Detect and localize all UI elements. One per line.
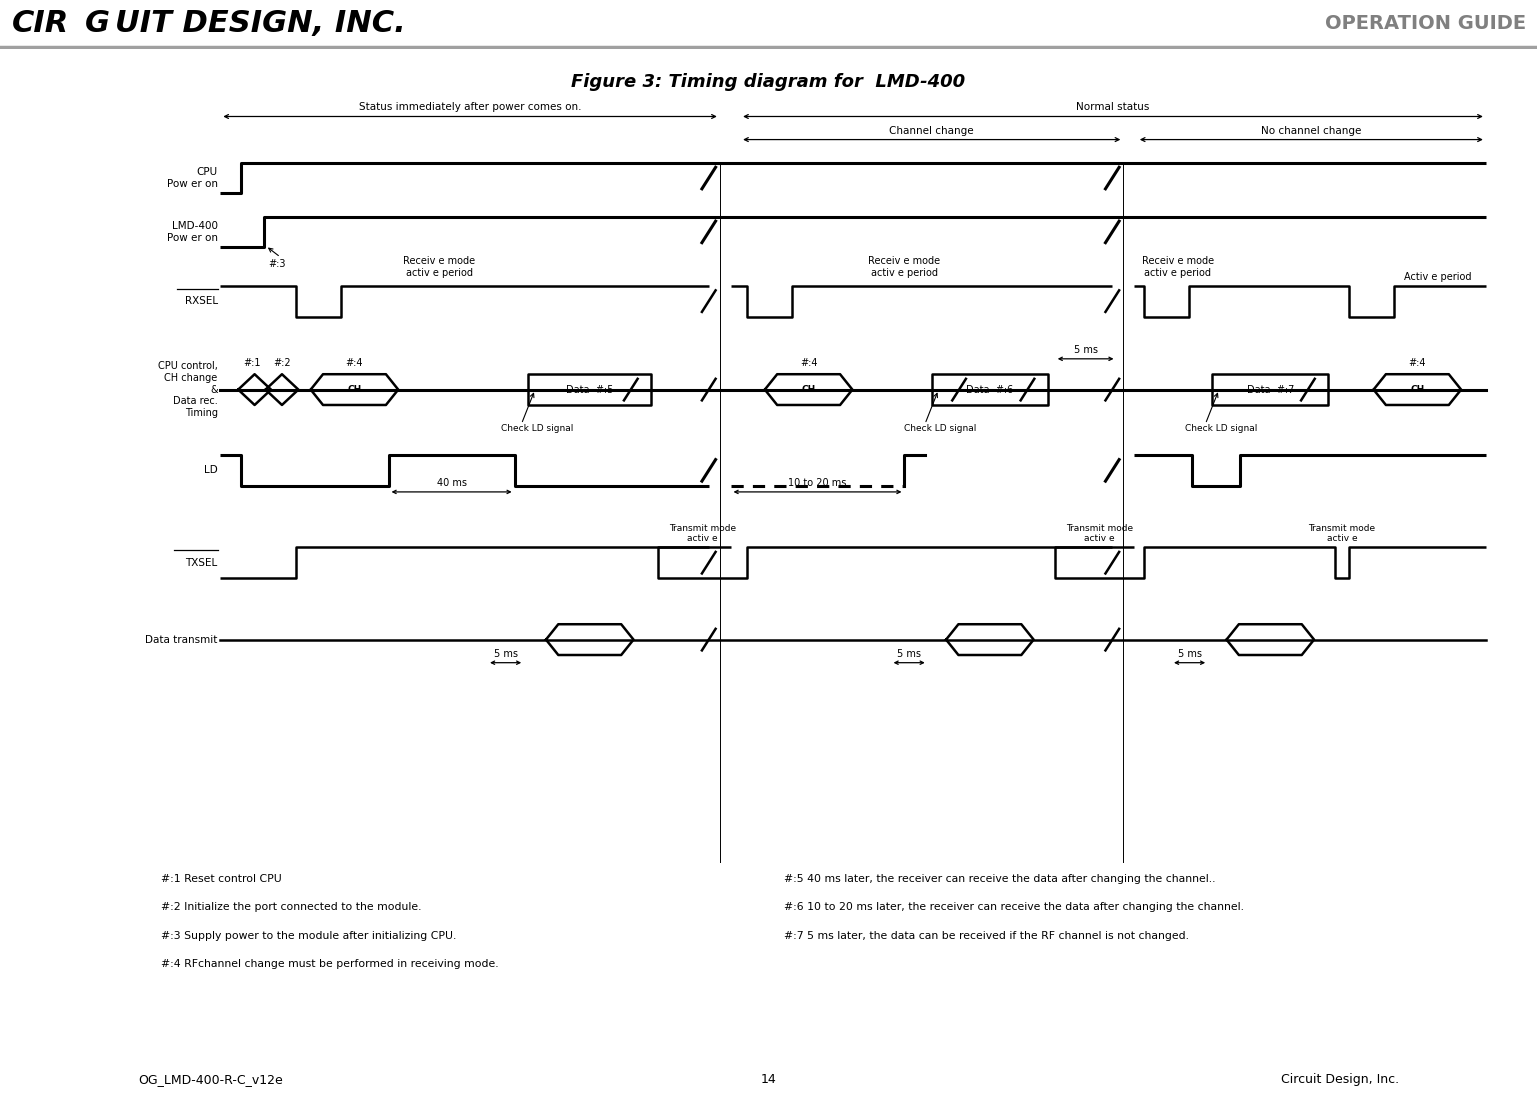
Text: Receiv e mode
activ e period: Receiv e mode activ e period [403,256,475,278]
Text: 5 ms: 5 ms [898,648,921,658]
Text: CPU
Pow er on: CPU Pow er on [166,167,218,189]
Text: #:4 RFchannel change must be performed in receiving mode.: #:4 RFchannel change must be performed i… [161,959,500,969]
Text: UIT DESIGN, INC.: UIT DESIGN, INC. [115,9,406,38]
Text: 5 ms: 5 ms [1177,648,1202,658]
Text: Transmit mode
activ e: Transmit mode activ e [669,524,736,544]
Text: Channel change: Channel change [890,125,974,136]
Text: #:7 5 ms later, the data can be received if the RF channel is not changed.: #:7 5 ms later, the data can be received… [784,931,1190,941]
Text: #:2: #:2 [274,358,290,368]
Text: LMD-400
Pow er on: LMD-400 Pow er on [166,221,218,243]
Text: Transmit mode
activ e: Transmit mode activ e [1065,524,1133,544]
Text: CH: CH [801,385,816,395]
Text: Receiv e mode
activ e period: Receiv e mode activ e period [868,256,941,278]
Text: CH: CH [1411,385,1425,395]
Text: #:3: #:3 [269,259,286,269]
Text: Transmit mode
activ e: Transmit mode activ e [1308,524,1376,544]
Text: Circuit Design, Inc.: Circuit Design, Inc. [1280,1073,1399,1086]
Text: #:1 Reset control CPU: #:1 Reset control CPU [161,874,283,884]
Text: Check LD signal: Check LD signal [904,424,976,433]
Text: 5 ms: 5 ms [1074,345,1097,355]
Text: 40 ms: 40 ms [437,478,467,488]
Text: 14: 14 [761,1073,776,1086]
Text: #:1: #:1 [243,358,261,368]
Text: Data  #:6: Data #:6 [967,385,1013,395]
Text: Check LD signal: Check LD signal [501,424,573,433]
Text: Figure 3: Timing diagram for  LMD-400: Figure 3: Timing diagram for LMD-400 [572,74,965,91]
Text: Data transmit: Data transmit [146,634,218,645]
Text: Activ e period: Activ e period [1403,271,1471,281]
Text: G: G [85,9,109,38]
Text: #:2 Initialize the port connected to the module.: #:2 Initialize the port connected to the… [161,902,421,912]
Text: #:5 40 ms later, the receiver can receive the data after changing the channel..: #:5 40 ms later, the receiver can receiv… [784,874,1216,884]
Text: OPERATION GUIDE: OPERATION GUIDE [1325,14,1526,33]
Text: 10 to 20 ms: 10 to 20 ms [788,478,847,488]
Text: Status immediately after power comes on.: Status immediately after power comes on. [358,102,581,112]
Text: TXSEL: TXSEL [186,557,218,568]
Text: CH: CH [347,385,361,395]
Text: LD: LD [204,465,218,476]
Text: No channel change: No channel change [1262,125,1362,136]
Text: Data  #:5: Data #:5 [566,385,613,395]
Text: Check LD signal: Check LD signal [1185,424,1257,433]
Text: Receiv e mode
activ e period: Receiv e mode activ e period [1142,256,1214,278]
Text: CIR: CIR [12,9,69,38]
Text: Normal status: Normal status [1076,102,1150,112]
Text: RXSEL: RXSEL [184,296,218,307]
Text: #:4: #:4 [1408,358,1426,368]
Text: 5 ms: 5 ms [493,648,518,658]
Text: #:4: #:4 [346,358,363,368]
Text: #:4: #:4 [799,358,818,368]
Text: CPU control,
CH change
&
Data rec.
Timing: CPU control, CH change & Data rec. Timin… [158,362,218,418]
Text: #:6 10 to 20 ms later, the receiver can receive the data after changing the chan: #:6 10 to 20 ms later, the receiver can … [784,902,1243,912]
Text: OG_LMD-400-R-C_v12e: OG_LMD-400-R-C_v12e [138,1073,283,1086]
Text: Data  #:7: Data #:7 [1247,385,1294,395]
Text: #:3 Supply power to the module after initializing CPU.: #:3 Supply power to the module after ini… [161,931,456,941]
